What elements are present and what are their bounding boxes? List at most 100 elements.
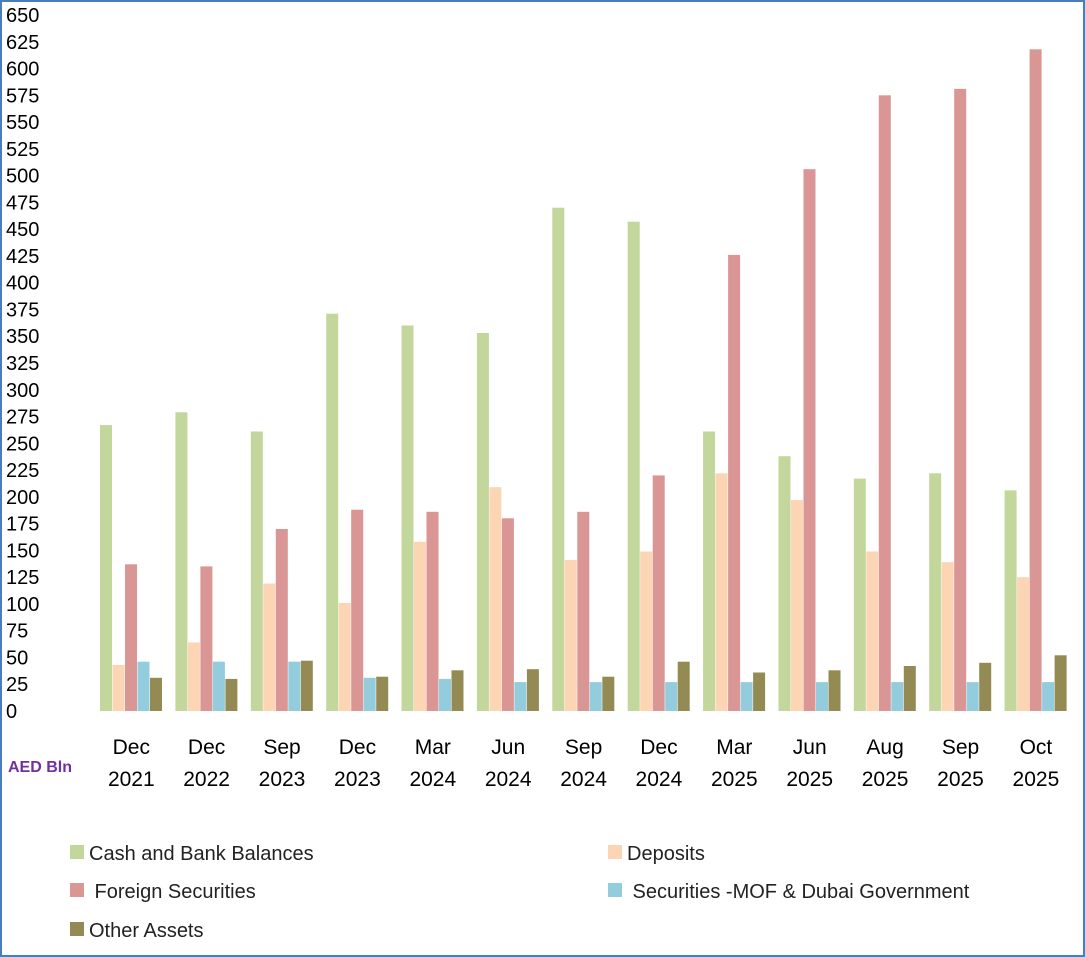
y-tick-label: 425: [6, 246, 39, 268]
bar-4-7: [677, 661, 690, 711]
bar-3-5: [514, 682, 527, 711]
x-tick-label-month: Jun: [491, 736, 525, 759]
bar-2-1: [200, 566, 213, 711]
bar-3-9: [816, 682, 828, 711]
bar-0-7: [627, 221, 640, 711]
y-tick-label: 625: [6, 32, 39, 54]
bar-2-12: [1029, 49, 1042, 712]
bar-4-9: [828, 670, 841, 711]
y-tick-label: 75: [6, 621, 28, 643]
y-tick-label: 550: [6, 112, 39, 134]
bar-1-0: [112, 665, 125, 711]
y-tick-label: 350: [6, 326, 39, 348]
bar-3-11: [966, 682, 979, 711]
bar-1-3: [338, 602, 351, 711]
x-tick-label-year: 2025: [1013, 768, 1060, 791]
legend-label-4: Other Assets: [89, 920, 204, 942]
bar-3-8: [740, 682, 753, 711]
legend-label-0: Cash and Bank Balances: [89, 843, 314, 865]
bar-2-6: [577, 511, 590, 711]
bar-4-2: [300, 660, 313, 711]
legend-swatch-1: [608, 845, 622, 859]
bar-3-7: [665, 682, 678, 711]
bar-4-6: [602, 676, 615, 711]
bar-4-1: [225, 678, 238, 711]
bar-3-10: [891, 682, 904, 711]
bar-1-5: [489, 487, 502, 711]
x-tick-label-month: Dec: [339, 736, 376, 759]
x-tick-label-year: 2022: [183, 768, 230, 791]
bar-0-11: [929, 473, 942, 711]
legend-label-3: Securities -MOF & Dubai Government: [627, 881, 970, 903]
y-tick-label: 300: [6, 380, 39, 402]
legend-swatch-0: [70, 845, 84, 859]
bar-3-1: [212, 661, 225, 711]
y-tick-label: 200: [6, 487, 39, 509]
bar-2-2: [275, 529, 288, 711]
y-tick-label: 525: [6, 139, 39, 161]
y-tick-label: 600: [6, 59, 39, 81]
bar-2-8: [728, 254, 741, 711]
bar-4-3: [376, 676, 389, 711]
bar-0-12: [1004, 490, 1017, 711]
bar-1-10: [866, 551, 879, 711]
bar-0-9: [778, 456, 791, 711]
legend-swatch-3: [608, 883, 622, 897]
x-tick-label-year: 2023: [259, 768, 306, 791]
unit-label: AED Bln: [8, 759, 72, 776]
x-tick-label-month: Dec: [640, 736, 677, 759]
bar-2-7: [652, 475, 665, 711]
x-tick-label-month: Sep: [263, 736, 300, 759]
y-axis: 0 25 50 75 100 125 150 175 200 225 250 275 300 325 350…: [6, 5, 39, 723]
y-tick-label: 325: [6, 353, 39, 375]
y-tick-label: 100: [6, 594, 39, 616]
bar-1-4: [414, 541, 426, 711]
y-tick-label: 475: [6, 192, 39, 214]
y-tick-label: 575: [6, 85, 39, 107]
bar-2-0: [125, 564, 137, 711]
bar-3-3: [363, 677, 376, 711]
bar-3-6: [589, 682, 602, 711]
y-tick-label: 375: [6, 299, 39, 321]
y-tick-label: 125: [6, 567, 39, 589]
x-tick-label-year: 2025: [937, 768, 984, 791]
bar-4-4: [451, 670, 464, 711]
bar-4-12: [1054, 655, 1067, 711]
bar-4-11: [979, 662, 992, 711]
legend-swatch-2: [70, 883, 84, 897]
bar-1-8: [715, 473, 728, 711]
bar-3-2: [288, 661, 301, 711]
y-tick-label: 500: [6, 166, 39, 188]
bar-3-12: [1042, 682, 1055, 711]
legend: Cash and Bank Balances Deposits Foreign S…: [70, 843, 970, 942]
x-tick-label-year: 2023: [334, 768, 381, 791]
bar-1-12: [1017, 577, 1030, 711]
x-tick-label-month: Mar: [415, 736, 451, 759]
x-tick-label-month: Aug: [866, 736, 903, 759]
x-tick-label-year: 2021: [108, 768, 155, 791]
bar-3-0: [137, 661, 150, 711]
y-tick-label: 400: [6, 273, 39, 295]
bar-2-4: [426, 511, 439, 711]
y-tick-label: 450: [6, 219, 39, 241]
bar-0-1: [175, 412, 188, 711]
legend-swatch-4: [70, 922, 84, 936]
y-tick-label: 250: [6, 433, 39, 455]
bar-1-11: [941, 562, 954, 711]
x-tick-label-month: Dec: [188, 736, 225, 759]
bar-0-4: [401, 325, 414, 711]
y-tick-label: 0: [6, 701, 17, 723]
bar-2-3: [351, 509, 364, 711]
y-tick-label: 25: [6, 674, 28, 696]
y-tick-label: 175: [6, 514, 39, 536]
x-tick-label-month: Jun: [793, 736, 827, 759]
x-tick-label-month: Sep: [565, 736, 602, 759]
bar-0-6: [552, 207, 565, 711]
bar-2-11: [954, 88, 967, 711]
bar-3-4: [439, 678, 451, 711]
legend-label-2: Foreign Securities: [89, 881, 256, 903]
bar-4-10: [903, 666, 916, 711]
legend-label-1: Deposits: [627, 843, 705, 865]
x-tick-label-year: 2024: [485, 768, 532, 791]
